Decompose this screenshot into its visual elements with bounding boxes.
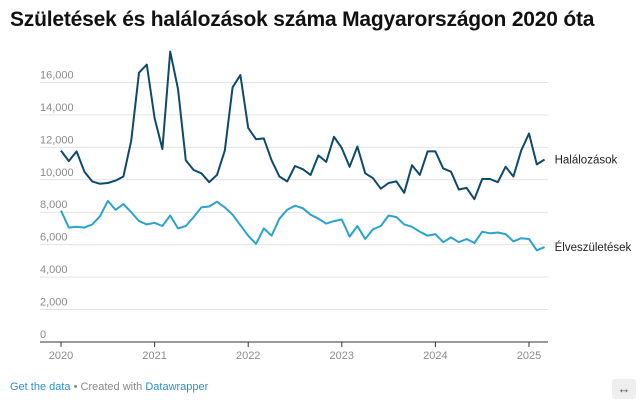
- y-tick-label: 2,000: [40, 297, 68, 309]
- y-tick-label: 0: [40, 329, 46, 341]
- y-axis-ticks: 0 2,000 4,000 6,000 8,000 10,000 12,000 14,000 1…: [40, 69, 74, 341]
- y-tick-label: 8,000: [40, 199, 68, 211]
- series-label-0: Halálozások: [555, 155, 618, 167]
- series-line-1: [60, 199, 545, 252]
- x-tick-label: 2021: [142, 350, 166, 362]
- datawrapper-link[interactable]: Datawrapper: [145, 381, 209, 393]
- footer-separator: • Created with: [70, 381, 146, 393]
- x-tick-label: 2020: [49, 350, 73, 362]
- y-tick-label: 12,000: [40, 134, 74, 146]
- footer: Get the data • Created with Datawrapper: [10, 381, 208, 393]
- y-tick-label: 10,000: [40, 167, 74, 179]
- y-tick-label: 16,000: [40, 69, 74, 81]
- x-axis-ticks: 2020 2021 2022 2023 2024 2025: [49, 342, 541, 362]
- y-tick-label: 6,000: [40, 232, 68, 244]
- grid-lines: [40, 81, 548, 343]
- x-tick-label: 2022: [236, 350, 260, 362]
- series-labels: Halálozások Élveszületések: [555, 155, 632, 255]
- y-tick-label: 14,000: [40, 102, 74, 114]
- y-tick-label: 4,000: [40, 264, 68, 276]
- get-data-link[interactable]: Get the data: [10, 381, 71, 393]
- chart-title: Születések és halálozások száma Magyaror…: [10, 8, 595, 31]
- x-tick-label: 2024: [423, 350, 447, 362]
- series-label-1: Élveszületések: [555, 241, 632, 254]
- x-tick-label: 2023: [330, 350, 354, 362]
- x-tick-label: 2025: [517, 350, 541, 362]
- series-line-0: [60, 50, 546, 201]
- series-lines: [60, 50, 546, 252]
- expand-arrows-icon[interactable]: ↔: [612, 379, 636, 399]
